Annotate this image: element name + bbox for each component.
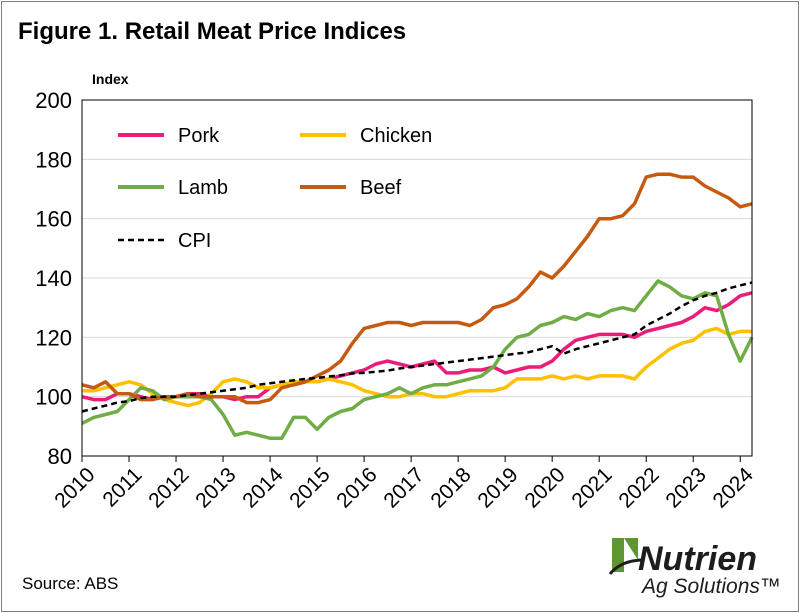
- x-tick-label: 2012: [144, 463, 193, 512]
- x-tick-label: 2013: [191, 463, 240, 512]
- series-line-lamb: [81, 279, 754, 440]
- nutrien-logo: Nutrien Ag Solutions™: [604, 530, 784, 600]
- x-tick-label: 2020: [520, 463, 569, 512]
- y-tick-label: 160: [35, 207, 72, 232]
- y-tick-label: 80: [48, 444, 72, 469]
- chart-title: Figure 1. Retail Meat Price Indices: [18, 18, 407, 45]
- plot-area-border: [81, 99, 753, 457]
- y-tick-label: 180: [35, 147, 72, 172]
- series-lines: [81, 172, 754, 440]
- y-tick-label: 140: [35, 266, 72, 291]
- x-tick-label: 2010: [50, 463, 99, 512]
- logo-tagline: Ag Solutions™: [640, 575, 781, 598]
- legend-label-lamb: Lamb: [178, 177, 228, 199]
- legend-label-cpi: CPI: [178, 230, 211, 252]
- x-tick-label: 2022: [614, 463, 663, 512]
- logo-leaf-icon: [612, 538, 638, 572]
- legend-label-chicken: Chicken: [360, 125, 432, 147]
- x-tick-label: 2021: [567, 463, 616, 512]
- x-tick-label: 2015: [285, 463, 334, 512]
- source-note: Source: ABS: [22, 574, 119, 593]
- legend-label-beef: Beef: [360, 177, 402, 199]
- y-tick-label: 200: [35, 88, 72, 113]
- x-tick-label: 2014: [238, 463, 288, 513]
- x-tick-label: 2016: [332, 463, 381, 512]
- y-tick-label: 100: [35, 385, 72, 410]
- legend-label-pork: Pork: [178, 125, 220, 147]
- series-line-chicken: [82, 326, 752, 408]
- y-tick-label: 120: [35, 325, 72, 350]
- x-tick-label: 2011: [98, 463, 146, 511]
- series-line-pork: [81, 291, 753, 402]
- y-axis-label: Index: [92, 71, 129, 87]
- x-tick-label: 2019: [473, 463, 522, 512]
- x-tick-label: 2023: [661, 463, 710, 512]
- x-tick-label: 2017: [379, 463, 428, 512]
- x-tick-label: 2024: [708, 463, 758, 513]
- x-tick-label: 2018: [426, 463, 475, 512]
- series-line-cpi: [81, 281, 753, 413]
- legend: Pork Chicken Lamb Beef CPI: [118, 125, 432, 252]
- logo-brand: Nutrien: [638, 540, 757, 578]
